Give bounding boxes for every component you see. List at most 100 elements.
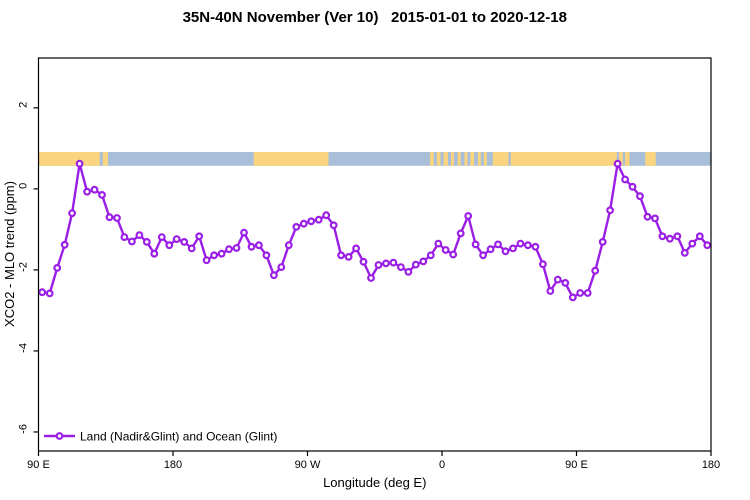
data-point-marker: [322, 211, 331, 220]
legend-label: Land (Nadir&Glint) and Ocean (Glint): [80, 430, 277, 444]
data-point-marker: [651, 214, 659, 223]
data-point-marker: [165, 241, 174, 250]
land-band-segment: [477, 151, 481, 166]
data-point-marker: [68, 209, 76, 218]
data-point-marker: [411, 260, 420, 269]
land-band-segment: [510, 151, 617, 166]
data-point-marker: [38, 288, 47, 297]
land-ocean-band: [38, 151, 711, 166]
land-band-segment: [102, 151, 108, 166]
data-point-marker: [210, 251, 219, 260]
land-band-segment: [443, 151, 448, 166]
x-tick-label: 180: [702, 459, 720, 471]
data-point-marker: [621, 175, 629, 184]
land-band-segment: [645, 151, 656, 166]
legend-marker-icon: [55, 432, 64, 440]
data-point-marker: [404, 268, 413, 276]
data-point-marker: [277, 263, 286, 272]
data-point-marker: [255, 241, 263, 250]
data-point-marker: [576, 289, 585, 297]
data-point-marker: [486, 245, 495, 254]
data-point-marker: [150, 249, 159, 258]
data-point-marker: [583, 289, 592, 297]
x-axis-label: Longitude (deg E): [323, 475, 426, 490]
data-point-marker: [479, 251, 488, 260]
data-point-marker: [673, 232, 682, 241]
data-point-marker: [98, 190, 106, 199]
legend: Land (Nadir&Glint) and Ocean (Glint): [44, 430, 277, 444]
data-point-marker: [688, 239, 697, 248]
axis-ticks: 90 E 180 90 W 0 90 E 180 2 0 -2 -4 -6: [18, 102, 721, 471]
data-point-marker: [359, 257, 368, 266]
data-point-marker: [270, 271, 278, 280]
land-band-segment: [253, 151, 329, 166]
data-point-marker: [397, 263, 405, 272]
data-point-marker: [195, 232, 204, 241]
plot-border: [37, 57, 712, 452]
data-point-marker: [135, 231, 144, 240]
x-tick-label: 90 E: [565, 459, 588, 471]
data-point-marker: [299, 219, 308, 228]
x-tick-label: 180: [164, 459, 182, 471]
plot-frame: [37, 57, 712, 452]
data-point-marker: [546, 287, 555, 295]
data-point-marker: [509, 244, 517, 253]
land-band-segment: [483, 151, 487, 166]
data-point-marker: [45, 289, 54, 298]
data-point-marker: [180, 237, 189, 246]
y-tick-label: 2: [18, 102, 30, 108]
data-point-marker: [232, 244, 241, 252]
data-point-marker: [262, 251, 271, 260]
data-point-marker: [591, 266, 600, 275]
data-point-marker: [382, 259, 390, 268]
data-point-marker: [352, 244, 361, 253]
data-point-marker: [628, 182, 637, 191]
x-tick-label: 90 W: [295, 459, 321, 471]
data-point-marker: [419, 257, 428, 266]
land-band-segment: [464, 151, 468, 166]
land-band-segment: [430, 151, 434, 166]
data-point-marker: [658, 232, 667, 241]
data-point-marker: [105, 213, 114, 222]
data-point-marker: [120, 233, 129, 242]
land-band-segment: [38, 151, 100, 166]
data-point-marker: [187, 244, 196, 253]
data-point-marker: [127, 237, 136, 246]
data-point-marker: [53, 264, 62, 272]
y-tick-label: -2: [18, 262, 30, 272]
data-point-marker: [113, 214, 121, 222]
data-point-marker: [292, 222, 301, 231]
data-point-marker: [247, 242, 256, 251]
data-point-marker: [434, 239, 443, 248]
y-tick-label: 0: [18, 183, 30, 189]
land-band-segment: [625, 151, 630, 166]
data-point-marker: [553, 275, 562, 284]
data-point-marker: [389, 258, 398, 267]
data-point-marker: [613, 159, 622, 168]
data-point-marker: [501, 247, 510, 256]
land-band-segment: [619, 151, 623, 166]
data-point-marker: [314, 215, 323, 224]
data-point-marker: [471, 240, 480, 249]
data-point-marker: [157, 233, 166, 242]
y-tick-label: -6: [18, 424, 30, 434]
data-point-marker: [202, 256, 211, 265]
land-band-segment: [457, 151, 461, 166]
x-tick-label: 0: [439, 459, 445, 471]
data-point-marker: [666, 234, 674, 243]
data-point-marker: [598, 237, 607, 246]
data-point-marker: [172, 235, 181, 244]
chart-title: 35N-40N November (Ver 10) 2015-01-01 to …: [183, 9, 567, 26]
data-point-marker: [337, 251, 346, 260]
data-point-marker: [464, 212, 473, 220]
data-point-marker: [456, 229, 465, 238]
land-band-segment: [470, 151, 475, 166]
data-point-marker: [680, 248, 689, 257]
data-point-marker: [142, 237, 151, 246]
data-point-marker: [60, 240, 69, 249]
data-point-marker: [531, 242, 540, 251]
data-point-marker: [695, 232, 704, 241]
x-tick-label: 90 E: [27, 459, 50, 471]
data-point-marker: [367, 274, 375, 282]
